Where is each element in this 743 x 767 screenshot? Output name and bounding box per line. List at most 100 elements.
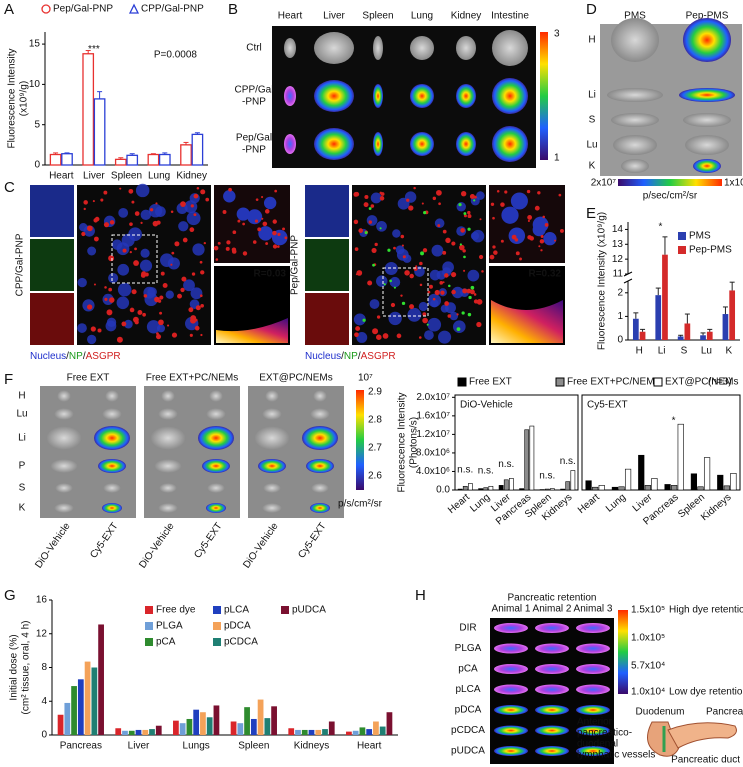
x-tick-label: Liver: [83, 171, 105, 182]
x-tick-label: Kidneys: [294, 741, 330, 752]
group-label: Pep/Gal-PNP: [290, 235, 301, 295]
nucleus: [430, 299, 439, 308]
receptor-signal: [367, 280, 373, 286]
colorbar-label: 1.0x10⁵: [631, 633, 665, 644]
nucleus: [77, 277, 87, 288]
receptor-signal: [188, 307, 194, 313]
colorbar-label: 2.7: [368, 443, 382, 454]
legend-swatch: [213, 606, 221, 614]
micrograph-channel: [30, 239, 74, 291]
receptor-signal: [162, 282, 168, 288]
receptor-signal: [205, 197, 210, 202]
column-label: Animal 2: [533, 604, 572, 615]
np-signal: [448, 284, 451, 288]
organ-image: [206, 503, 226, 513]
receptor-signal: [194, 318, 198, 322]
bar: [191, 133, 204, 166]
nucleus: [167, 257, 180, 270]
bar: [729, 290, 736, 340]
bar: [237, 723, 244, 735]
nucleus: [116, 296, 130, 310]
imaging-background: [40, 386, 136, 518]
legend-swatch: [213, 622, 221, 630]
bar: [457, 488, 463, 491]
annotation: ***: [88, 44, 100, 55]
colorbar: [540, 32, 548, 160]
stain-name: NP: [344, 351, 358, 362]
receptor-signal: [191, 272, 196, 276]
receptor-signal: [194, 325, 200, 331]
colorbar-unit: p/s/cm²/sr: [338, 499, 383, 510]
receptor-signal: [476, 321, 482, 328]
receptor-signal: [129, 251, 132, 254]
organ-image: [254, 426, 290, 450]
legend-label: Free EXT: [469, 377, 512, 388]
organ-image: [494, 684, 528, 695]
receptor-signal: [473, 195, 477, 199]
y-axis-label: Initial dose (%): [9, 634, 20, 700]
receptor-signal: [376, 315, 381, 319]
y-axis-label: Fluorescence Intensity: [397, 392, 408, 492]
receptor-signal: [262, 221, 268, 227]
bar: [723, 485, 730, 491]
receptor-signal: [140, 221, 143, 225]
bar: [91, 667, 98, 735]
receptor-signal: [261, 217, 264, 220]
row-label: S: [589, 115, 596, 126]
receptor-signal: [492, 216, 495, 220]
y-tick-label: 0: [34, 160, 40, 171]
nucleus: [471, 229, 485, 243]
bar: [373, 721, 379, 735]
receptor-signal: [401, 244, 404, 247]
organ-image: [313, 390, 327, 402]
receptor-signal: [134, 211, 140, 216]
receptor-signal: [456, 313, 459, 316]
receptor-signal: [156, 220, 161, 225]
receptor-signal: [109, 297, 115, 303]
x-tick-label: Kidney: [176, 171, 207, 182]
bar: [632, 318, 639, 340]
bar: [147, 153, 160, 166]
organ-image: [607, 88, 663, 102]
column-label: Spleen: [362, 11, 393, 22]
receptor-signal: [511, 234, 517, 240]
np-signal: [383, 283, 386, 286]
receptor-signal: [226, 240, 231, 245]
organ-image: [685, 135, 729, 155]
receptor-signal: [228, 187, 232, 192]
bar: [206, 717, 213, 735]
x-tick-label: Li: [658, 346, 666, 357]
receptor-signal: [81, 231, 86, 237]
nucleus: [165, 290, 174, 299]
stain-name: /: [341, 351, 344, 362]
colorbar-label: 1.0x10⁴: [631, 687, 665, 698]
column-label: Kidney: [451, 11, 482, 22]
nucleus: [431, 244, 444, 257]
receptor-signal: [131, 200, 135, 204]
receptor-signal: [527, 219, 530, 222]
bar: [179, 723, 186, 735]
nucleus: [140, 209, 152, 221]
organ-image: [494, 746, 528, 756]
receptor-signal: [116, 336, 123, 343]
receptor-signal: [436, 189, 442, 196]
receptor-signal: [354, 247, 359, 251]
row-label: DIR: [459, 623, 476, 634]
organ-image: [302, 426, 338, 450]
bar: [49, 153, 62, 166]
bar: [244, 707, 250, 735]
bar: [315, 729, 322, 735]
panel-label: B: [228, 1, 238, 18]
nucleus: [501, 206, 519, 224]
bar: [697, 486, 704, 491]
receptor-signal: [252, 240, 257, 244]
organ-image: [202, 459, 230, 473]
bar: [662, 254, 668, 340]
bar: [142, 729, 149, 735]
nucleus: [532, 223, 546, 237]
row-label: pUDCA: [451, 746, 485, 757]
organ-image: [55, 483, 73, 493]
bar: [478, 488, 483, 491]
receptor-signal: [422, 317, 428, 324]
organ-image: [284, 38, 296, 58]
